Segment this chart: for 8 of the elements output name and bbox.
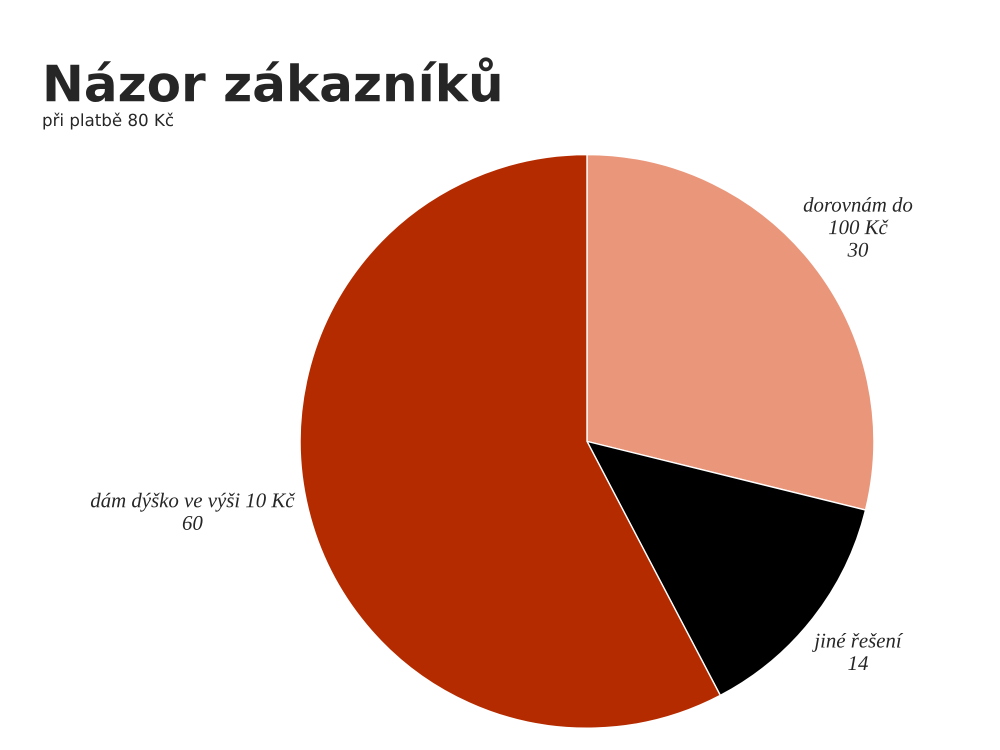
data-label: 14 [848, 656, 868, 670]
chart-subtitle: při platbě 80 Kč [44, 112, 174, 130]
slice-label: dorovnám do 100 Kč [804, 197, 912, 234]
data-label: 60 [182, 516, 203, 530]
slice-label: dám dýško ve výši 10 Kč [90, 492, 296, 512]
chart-title: Názor zákazníků [46, 57, 500, 102]
slice-label: jiné řešení [812, 632, 904, 652]
data-label: 30 [848, 242, 868, 257]
